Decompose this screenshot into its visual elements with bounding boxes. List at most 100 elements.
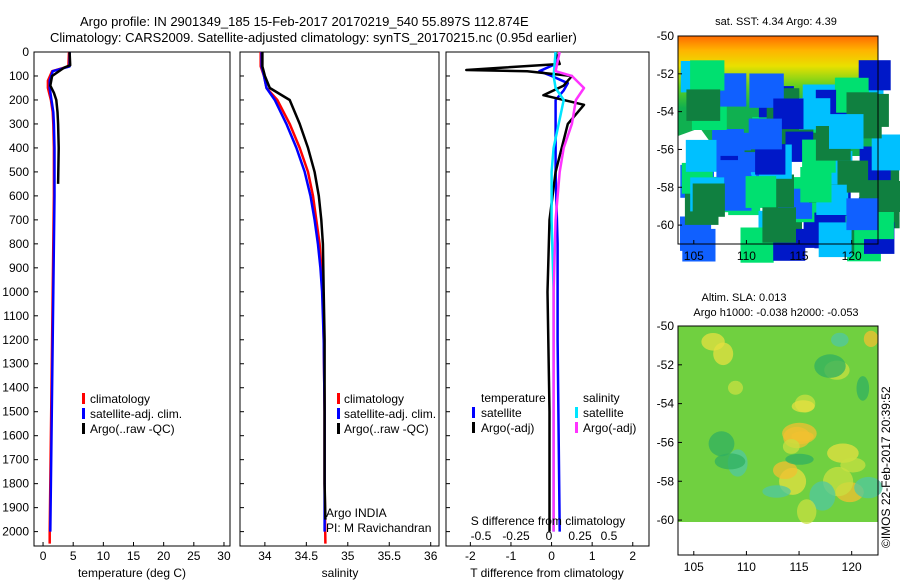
difference-plot-frame bbox=[445, 51, 650, 547]
depth-tick-label: 1900 bbox=[2, 501, 29, 515]
sla-blob bbox=[701, 333, 725, 351]
series-salinity-argo-adj bbox=[552, 51, 586, 532]
legend-title-salinity: salinity bbox=[583, 391, 620, 405]
depth-tick-label: 100 bbox=[9, 69, 29, 83]
salinity-lines bbox=[259, 52, 327, 544]
sla-blob bbox=[791, 431, 814, 442]
lon-tick-label: 110 bbox=[737, 249, 756, 263]
legend-swatch-temp-argo bbox=[472, 422, 475, 433]
sla-map-title-1: Altim. SLA: 0.013 bbox=[702, 292, 787, 304]
depth-tick-label: 200 bbox=[9, 93, 29, 107]
sla-lat-axis: -50 -52 -54 -56 -58 -60 bbox=[657, 319, 682, 527]
legend-temp-argo: Argo(-adj) bbox=[481, 421, 534, 435]
sst-pixel bbox=[818, 222, 852, 258]
temperature-lines bbox=[46, 51, 72, 544]
sla-blob bbox=[762, 485, 791, 498]
depth-tick-label: 1700 bbox=[2, 453, 29, 467]
legend-swatch-argo bbox=[82, 423, 85, 434]
lat-tick-label: -52 bbox=[657, 358, 675, 372]
difference-x-axis: -2 -1 0 1 2 bbox=[465, 542, 636, 563]
depth-tick-label: 1800 bbox=[2, 477, 29, 491]
lat-tick-label: -50 bbox=[657, 29, 675, 43]
depth-tick-label: 1600 bbox=[2, 429, 29, 443]
depth-tick-label: 0 bbox=[22, 45, 29, 59]
series-argo-raw-qc bbox=[261, 52, 327, 520]
legend-sal-argo: Argo(-adj) bbox=[583, 421, 636, 435]
sla-lon-axis: 105 110 115 120 bbox=[684, 551, 862, 574]
legend-sal-satellite: satellite bbox=[583, 406, 624, 420]
sst-pixel bbox=[686, 89, 721, 121]
sst-map-frame bbox=[677, 35, 879, 245]
sla-blob bbox=[797, 499, 817, 524]
depth-tick-label: 500 bbox=[9, 165, 29, 179]
s-tick: 0.5 bbox=[601, 529, 618, 543]
sst-map: sat. SST: 4.34 Argo: 4.39 -50-52-54-56-5… bbox=[657, 16, 900, 263]
salinity-plot-frame bbox=[239, 51, 440, 547]
sla-blob bbox=[863, 330, 879, 347]
x-tick-label: 34 bbox=[258, 549, 272, 563]
depth-tick-label: 2000 bbox=[2, 525, 29, 539]
x-tick-label: -2 bbox=[465, 549, 476, 563]
sla-map: Altim. SLA: 0.013 Argo h1000: -0.038 h20… bbox=[657, 292, 883, 574]
legend-climatology: climatology bbox=[344, 392, 404, 406]
x-tick-label: 35 bbox=[341, 549, 355, 563]
sla-blob bbox=[728, 380, 743, 395]
legend-swatch-climatology bbox=[337, 393, 340, 404]
sst-pixel bbox=[748, 118, 782, 150]
x-tick-label: 34.5 bbox=[295, 549, 319, 563]
salinity-xlabel: salinity bbox=[322, 566, 359, 580]
depth-tick-label: 1100 bbox=[3, 309, 29, 323]
legend-swatch-sal-satellite bbox=[575, 407, 578, 418]
sst-pixel bbox=[799, 98, 831, 130]
x-tick-label: 0 bbox=[548, 549, 555, 563]
sla-blob bbox=[773, 461, 798, 480]
lat-tick-label: -56 bbox=[657, 435, 675, 449]
series-argo-raw-qc bbox=[49, 51, 72, 184]
depth-tick-label: 800 bbox=[9, 237, 29, 251]
lat-tick-label: -60 bbox=[657, 218, 675, 232]
sst-pixel bbox=[692, 183, 725, 217]
sst-lon-axis: 105 110 115 120 bbox=[684, 240, 862, 263]
temperature-legend: climatology satellite-adj. clim. Argo(..… bbox=[82, 392, 182, 436]
depth-tick-label: 300 bbox=[9, 117, 29, 131]
difference-legend: temperature salinity satellite Argo(-adj… bbox=[472, 391, 636, 435]
sla-blobs bbox=[701, 330, 883, 524]
sst-pixel bbox=[800, 167, 832, 203]
s-diff-ticks: -0.5 -0.25 0 0.25 0.5 bbox=[471, 529, 618, 543]
series-salinity-satellite bbox=[550, 51, 565, 532]
salinity-panel: 34 34.5 35 35.5 36 salinity climatology sate… bbox=[239, 51, 440, 580]
depth-tick-label: 900 bbox=[9, 261, 29, 275]
x-tick-label: 10 bbox=[97, 549, 111, 563]
lat-tick-label: -50 bbox=[657, 319, 675, 333]
depth-tick-label: 1000 bbox=[2, 285, 29, 299]
legend-satellite: satellite-adj. clim. bbox=[344, 407, 436, 421]
legend-swatch-climatology bbox=[82, 393, 85, 404]
salinity-x-axis: 34 34.5 35 35.5 36 bbox=[258, 542, 438, 563]
sla-map-title-2: Argo h1000: -0.038 h2000: -0.053 bbox=[693, 307, 858, 319]
sst-pixel bbox=[685, 139, 717, 172]
legend-swatch-satellite bbox=[337, 408, 340, 419]
sst-pixel bbox=[690, 60, 725, 91]
sla-blob bbox=[785, 453, 814, 465]
sst-map-title: sat. SST: 4.34 Argo: 4.39 bbox=[715, 16, 837, 28]
lat-tick-label: -54 bbox=[657, 397, 675, 411]
x-tick-label: 25 bbox=[187, 549, 201, 563]
sla-blob bbox=[856, 376, 870, 401]
title-line-2: Climatology: CARS2009. Satellite-adjuste… bbox=[50, 30, 577, 45]
x-tick-label: 5 bbox=[70, 549, 77, 563]
float-pi: PI: M Ravichandran bbox=[326, 521, 431, 535]
depth-axis: 0 100 200 300 400 500 600 700 800 900 1000 1100 1200… bbox=[2, 45, 38, 539]
sst-pixel bbox=[846, 198, 879, 231]
salinity-depth-ticks bbox=[240, 51, 244, 533]
lat-tick-label: -54 bbox=[657, 105, 675, 119]
depth-tick-label: 1300 bbox=[2, 357, 29, 371]
legend-swatch-argo bbox=[337, 423, 340, 434]
sla-blob bbox=[782, 439, 800, 454]
sst-pixel bbox=[762, 207, 796, 243]
legend-swatch-sal-argo bbox=[575, 422, 578, 433]
lon-tick-label: 120 bbox=[842, 560, 862, 574]
legend-swatch-satellite bbox=[82, 408, 85, 419]
temperature-xlabel: temperature (deg C) bbox=[78, 566, 186, 580]
x-tick-label: 2 bbox=[629, 549, 636, 563]
